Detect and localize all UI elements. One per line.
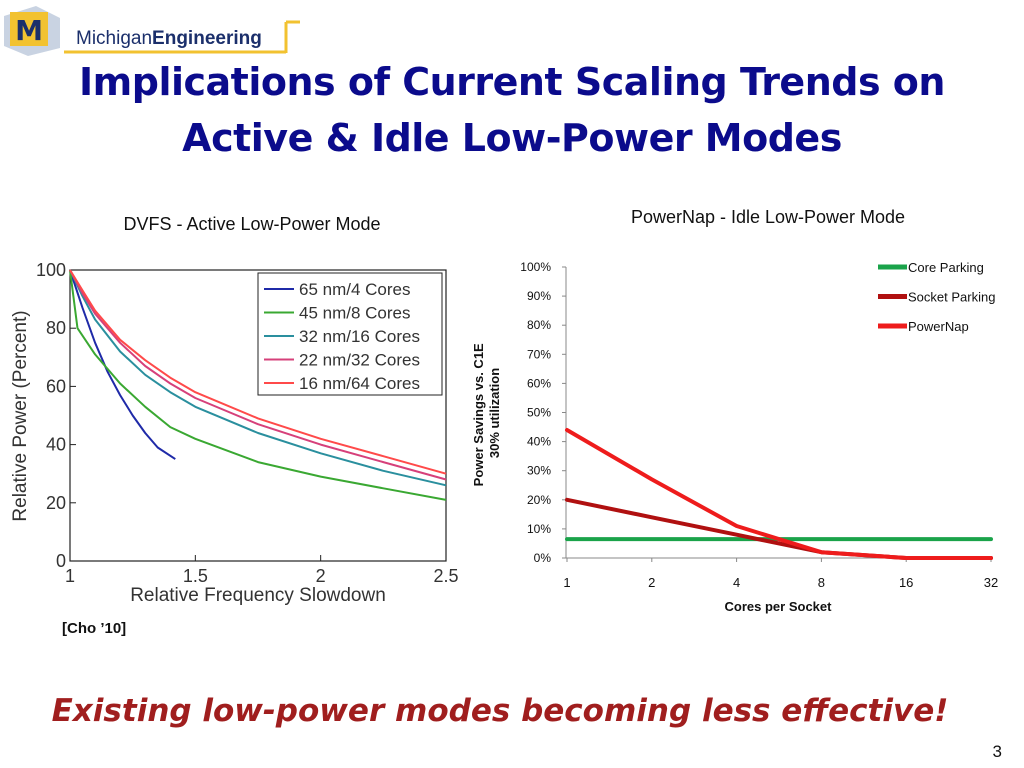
dvfs-legend: [257, 272, 443, 396]
powernap-y-tick-label: 100%: [520, 260, 551, 274]
powernap-y-tick-label: 20%: [527, 493, 551, 507]
dvfs-legend-label: 16 nm/64 Cores: [299, 374, 420, 393]
powernap-x-tick-label: 2: [648, 575, 655, 590]
powernap-y-tick-label: 60%: [527, 376, 551, 390]
powernap-y-tick-label: 90%: [527, 289, 551, 303]
powernap-x-tick-label: 32: [984, 575, 998, 590]
powernap-y-label-line-1: Power Savings vs. C1E: [471, 343, 486, 486]
dvfs-y-tick-label: 80: [46, 318, 66, 338]
dvfs-series-line: [69, 269, 447, 475]
dvfs-y-tick-label: 40: [46, 435, 66, 455]
powernap-x-tick-label: 16: [899, 575, 913, 590]
dvfs-chart-title: DVFS - Active Low-Power Mode: [123, 214, 380, 234]
powernap-series-line: [565, 497, 993, 560]
dvfs-x-axis-label: Relative Frequency Slowdown: [130, 585, 386, 606]
dvfs-chart: DVFS - Active Low-Power Mode 1 1.5 2 2.5 0 20…: [10, 214, 459, 606]
powernap-y-tick-label: 30%: [527, 464, 551, 478]
powernap-y-label-line-2: 30% utilization: [487, 368, 502, 458]
powernap-x-tick-label: 8: [818, 575, 825, 590]
dvfs-x-tick-label: 1.5: [183, 566, 208, 586]
svg-text:MichiganEngineering: MichiganEngineering: [76, 28, 262, 49]
dvfs-y-tick-label: 0: [56, 551, 66, 571]
michigan-engineering-logo: M MichiganEngineering: [4, 6, 300, 56]
powernap-legend-label: Socket Parking: [908, 290, 995, 305]
dvfs-y-tick-label: 60: [46, 376, 66, 396]
dvfs-legend-label: 32 nm/16 Cores: [299, 327, 420, 346]
tagline: Existing low-power modes becoming less e…: [51, 693, 949, 729]
dvfs-series-line: [69, 269, 447, 481]
powernap-y-tick-label: 10%: [527, 522, 551, 536]
powernap-x-axis-label: Cores per Socket: [725, 599, 833, 614]
dvfs-plot-frame: [69, 269, 447, 562]
slide-title: Implications of Current Scaling Trends o…: [0, 54, 1024, 166]
powernap-y-tick-label: 70%: [527, 347, 551, 361]
title-line-1: Implications of Current Scaling Trends o…: [79, 60, 945, 104]
dvfs-y-tick-label: 20: [46, 493, 66, 513]
dvfs-y-axis-label: Relative Power (Percent): [10, 310, 31, 521]
dvfs-x-tick-label: 2.5: [433, 566, 458, 586]
powernap-y-tick-label: 50%: [527, 406, 551, 420]
powernap-legend-label: PowerNap: [908, 319, 969, 334]
logo-text-bold: Engineering: [152, 28, 262, 49]
dvfs-x-tick-label: 1: [65, 566, 75, 586]
logo-text-light: Michigan: [76, 28, 152, 49]
logo-letter: M: [15, 14, 43, 47]
powernap-series-line: [565, 428, 993, 560]
powernap-x-tick-label: 4: [733, 575, 740, 590]
powernap-legend-label: Core Parking: [908, 260, 984, 275]
powernap-y-axis-label: Power Savings vs. C1E 30% utilization: [471, 340, 502, 487]
block-m-icon: [10, 12, 48, 46]
powernap-x-tick-label: 1: [563, 575, 570, 590]
dvfs-series-line: [69, 269, 176, 460]
citation: [Cho ’10]: [62, 620, 127, 637]
dvfs-series-line: [69, 269, 447, 487]
powernap-y-tick-label: 40%: [527, 435, 551, 449]
powernap-y-tick-label: 80%: [527, 318, 551, 332]
powernap-chart: PowerNap - Idle Low-Power Mode 0% 10% 20% 3…: [471, 207, 998, 614]
dvfs-series-line: [69, 269, 447, 501]
dvfs-legend-label: 22 nm/32 Cores: [299, 351, 420, 370]
powernap-chart-title: PowerNap - Idle Low-Power Mode: [631, 207, 905, 227]
dvfs-y-tick-label: 100: [36, 260, 66, 280]
powernap-y-tick-label: 0%: [534, 551, 552, 565]
page-number: 3: [992, 742, 1002, 761]
dvfs-legend-label: 65 nm/4 Cores: [299, 280, 411, 299]
title-line-2: Active & Idle Low-Power Modes: [182, 116, 842, 160]
dvfs-legend-label: 45 nm/8 Cores: [299, 304, 411, 323]
dvfs-x-tick-label: 2: [316, 566, 326, 586]
